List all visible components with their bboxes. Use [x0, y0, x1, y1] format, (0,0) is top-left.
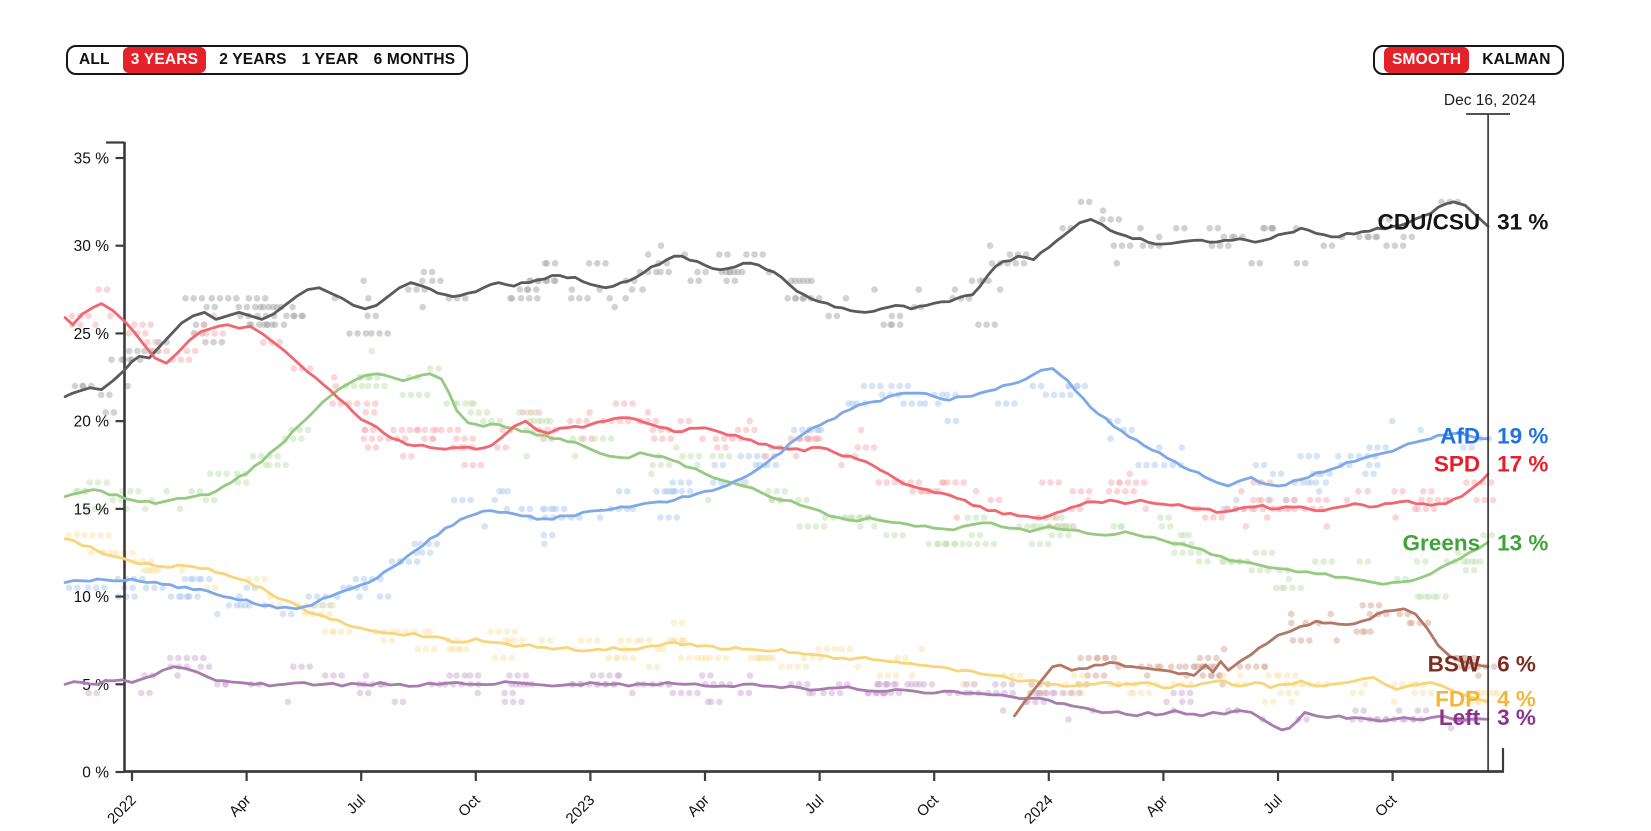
series-line-afd: [63, 367, 1490, 611]
y-tick-label-10: 10 %: [74, 589, 110, 606]
x-tick-label-0-2022: 2022: [104, 792, 140, 828]
x-tick-label-8-2024: 2024: [1021, 792, 1057, 828]
model-option-smooth[interactable]: SMOOTH: [1384, 47, 1470, 73]
x-tick-label-9-apr: Apr: [1143, 792, 1172, 821]
series-label-cdu-csu: CDU/CSU: [1378, 210, 1481, 235]
series-line-greens: [63, 372, 1490, 586]
x-tick-label-11-oct: Oct: [1372, 791, 1401, 820]
series-label-fdp: FDP: [1435, 687, 1480, 712]
series-label-spd: SPD: [1434, 452, 1480, 477]
series-value-fdp: 4 %: [1497, 687, 1536, 712]
y-tick-label-0: 0 %: [82, 765, 109, 782]
y-tick-label-20: 20 %: [74, 414, 110, 431]
series-value-left: 3 %: [1497, 705, 1536, 730]
time-range-selector: ALL 3 YEARS 2 YEARS 1 YEAR 6 MONTHS: [66, 45, 469, 75]
x-tick-label-7-oct: Oct: [914, 791, 943, 820]
marker-date-label: Dec 16, 2024: [1443, 92, 1537, 109]
series-labels: CDU/CSU 31 % AfD 19 % SPD 17 % Greens 13 % BSW 6 …: [1378, 210, 1549, 731]
series-value-greens: 13 %: [1497, 531, 1548, 556]
x-tick-label-4-2023: 2023: [563, 792, 599, 828]
series-label-greens: Greens: [1403, 531, 1481, 556]
x-tick-label-3-oct: Oct: [455, 791, 484, 820]
y-tick-label-35: 35 %: [74, 150, 110, 167]
series-label-left: Left: [1439, 705, 1481, 730]
y-tick-label-30: 30 %: [74, 238, 110, 255]
series-line-bsw: [1013, 607, 1490, 718]
range-option-all[interactable]: ALL: [79, 51, 110, 69]
series-value-spd: 17 %: [1497, 452, 1548, 477]
model-option-kalman[interactable]: KALMAN: [1482, 51, 1551, 69]
series-line-cdu-csu: [63, 200, 1490, 398]
series-dots-greens: [72, 347, 1495, 600]
range-option-3-years[interactable]: 3 YEARS: [122, 47, 207, 73]
x-tick-label-1-apr: Apr: [226, 792, 255, 821]
y-tick-label-15: 15 %: [74, 501, 110, 518]
axes: 0 %5 %10 %15 %20 %25 %30 %35 %2022 Apr Jul…: [74, 141, 1505, 828]
x-tick-label-10-jul: Jul: [1260, 792, 1286, 818]
range-option-6-months[interactable]: 6 MONTHS: [373, 51, 456, 69]
y-tick-label-25: 25 %: [74, 326, 110, 343]
series-value-bsw: 6 %: [1497, 652, 1536, 677]
series-line-spd: [63, 302, 1490, 520]
smoothing-selector: SMOOTH KALMAN: [1373, 45, 1564, 75]
series-label-bsw: BSW: [1428, 652, 1481, 677]
series-dots-cdu-csu: [71, 198, 1462, 416]
x-tick-label-6-jul: Jul: [802, 792, 828, 818]
trend-lines: [63, 200, 1490, 732]
series-dots-bsw: [1022, 602, 1498, 706]
range-option-1-year[interactable]: 1 YEAR: [301, 51, 359, 69]
series-line-left: [63, 665, 1490, 732]
x-tick-label-2-jul: Jul: [343, 792, 369, 818]
series-dots-fdp: [65, 531, 1501, 706]
series-label-afd: AfD: [1440, 424, 1480, 449]
series-value-cdu-csu: 31 %: [1497, 210, 1548, 235]
series-value-afd: 19 %: [1497, 424, 1548, 449]
range-option-2-years[interactable]: 2 YEARS: [219, 51, 287, 69]
x-tick-label-5-apr: Apr: [684, 792, 713, 821]
date-marker: [1466, 113, 1511, 772]
